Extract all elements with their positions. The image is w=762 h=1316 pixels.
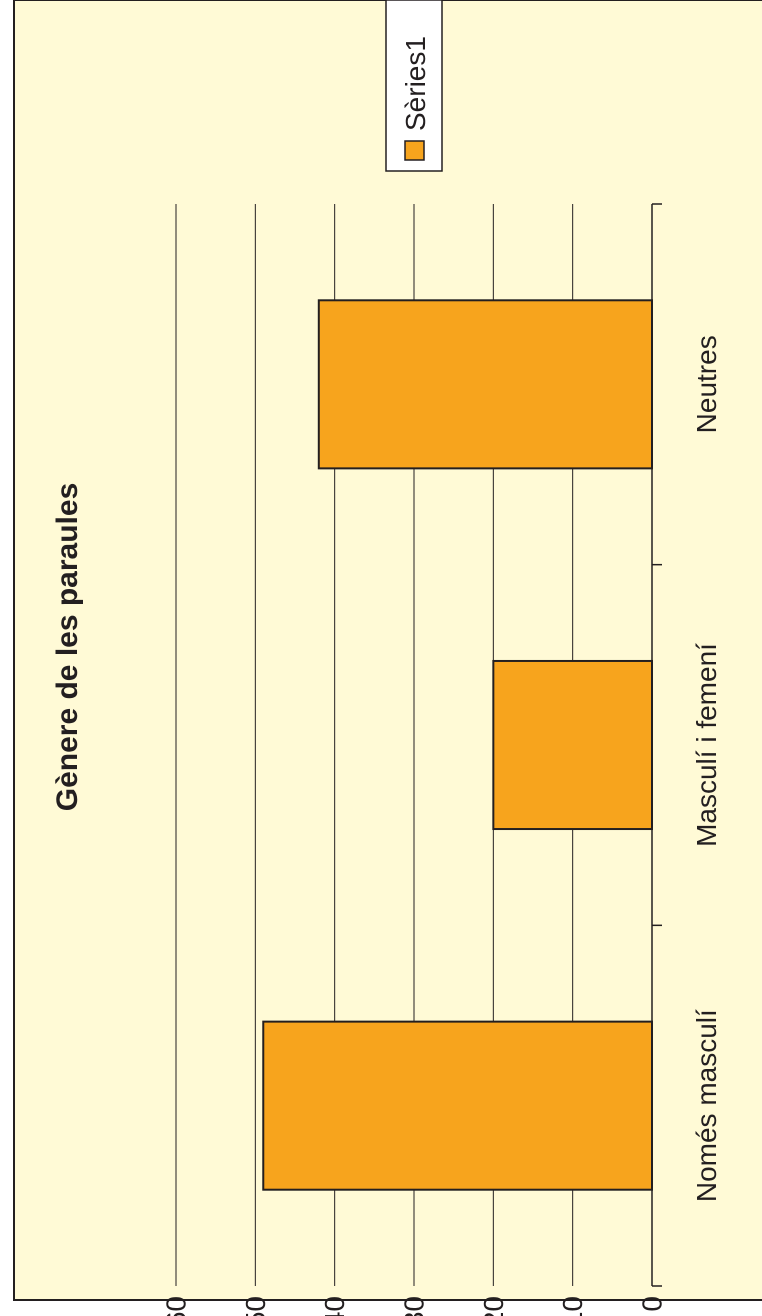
value-tick-label: 60 — [161, 1296, 192, 1316]
bar — [317, 299, 653, 470]
chart-title: Gènere de les paraules — [51, 483, 84, 812]
value-tick-label: 40 — [319, 1296, 350, 1316]
bars — [262, 299, 654, 1191]
category-axis — [651, 203, 662, 1287]
category-tick-label: Només masculí — [691, 1009, 722, 1202]
bar — [492, 659, 654, 831]
category-tick-labels: Només masculí Masculí i femení Neutres — [691, 335, 722, 1202]
legend-swatch — [404, 140, 425, 161]
category-tick-label: Masculí i femení — [691, 643, 722, 847]
value-tick-label: 0 — [637, 1296, 668, 1312]
value-tick-label: 50 — [240, 1296, 271, 1316]
legend-label: Sèries1 — [400, 36, 431, 131]
bar — [262, 1020, 653, 1191]
value-tick-labels: 0 10 20 30 40 50 60 — [161, 1296, 668, 1316]
category-tick-label: Neutres — [691, 335, 722, 433]
value-tick-label: 30 — [399, 1296, 430, 1316]
value-tick-label: 10 — [557, 1296, 588, 1316]
value-tick-label: 20 — [478, 1296, 509, 1316]
legend: Sèries1 — [385, 0, 443, 172]
